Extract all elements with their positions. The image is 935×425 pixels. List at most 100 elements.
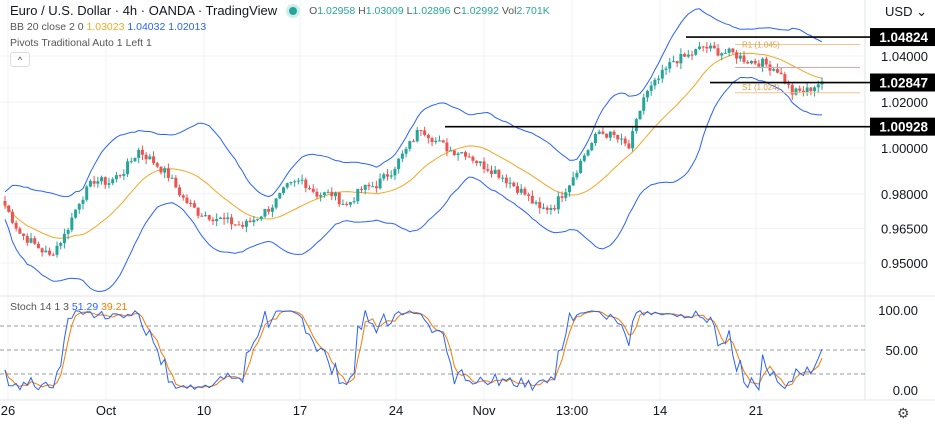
candle-body <box>683 53 687 57</box>
candle-body <box>152 156 156 164</box>
time-axis-label: 26 <box>1 403 15 418</box>
candle-body <box>25 235 29 243</box>
candle-body <box>419 130 423 132</box>
candle-body <box>813 87 817 92</box>
candle-body <box>29 238 33 243</box>
candle-body <box>356 188 360 202</box>
candle-body <box>22 233 26 236</box>
candle-body <box>100 177 104 182</box>
stoch-k-value: 51.29 <box>71 301 99 313</box>
candle-body <box>211 219 215 222</box>
stoch-legend[interactable]: Stoch 14 1 3 51.29 39.21 <box>10 301 127 313</box>
price-label-highlighted: 1.00928 <box>879 120 928 135</box>
candle-body <box>233 224 237 226</box>
bb-basis-line <box>4 52 823 239</box>
candle-body <box>196 207 200 216</box>
candle-body <box>686 54 690 57</box>
candle-body <box>716 48 720 56</box>
candle-body <box>36 243 40 249</box>
candle-body <box>575 173 579 178</box>
candle-body <box>783 74 787 84</box>
candle-body <box>103 177 107 185</box>
candle-body <box>597 131 601 134</box>
stoch-axis-label: 50.00 <box>885 343 918 358</box>
ohlc-readout: O1.02958 H1.03009 L1.02896 C1.02992 Vol2… <box>309 5 550 17</box>
candle-body <box>463 152 467 157</box>
bb-basis: 1.03023 <box>86 21 125 33</box>
candle-body <box>445 142 449 152</box>
candle-body <box>690 54 694 56</box>
candle-body <box>155 163 159 167</box>
time-axis-label: 21 <box>749 403 763 418</box>
candle-body <box>293 181 297 183</box>
stoch-k-line <box>4 310 823 392</box>
candle-body <box>285 183 289 188</box>
candle-body <box>322 192 326 195</box>
bb-legend[interactable]: BB 20 close 2 0 1.03023 1.04032 1.02013 <box>10 21 206 33</box>
candle-body <box>564 192 568 198</box>
candle-body <box>623 138 627 144</box>
candle-body <box>723 52 727 54</box>
candle-body <box>694 49 698 55</box>
candle-body <box>304 179 308 189</box>
candle-body <box>727 48 731 53</box>
candle-body <box>315 191 319 197</box>
price-axis-label: 0.95000 <box>881 256 928 271</box>
candle-body <box>779 72 783 75</box>
candle-body <box>7 205 11 212</box>
stoch-label: Stoch 14 1 3 <box>10 301 69 313</box>
candle-body <box>530 195 534 204</box>
candle-body <box>772 69 776 71</box>
candle-body <box>319 194 323 197</box>
candle-body <box>222 217 226 220</box>
vol-label: Vol <box>501 4 517 17</box>
candle-body <box>360 188 364 190</box>
candle-body <box>114 175 118 180</box>
candle-body <box>545 207 549 210</box>
candle-body <box>775 69 779 73</box>
bb-upper-line <box>4 8 823 198</box>
candles <box>3 41 824 258</box>
candle-body <box>148 156 152 160</box>
candle-body <box>66 229 70 234</box>
candle-body <box>434 140 438 143</box>
candle-body <box>590 143 594 151</box>
gear-icon[interactable]: ⚙ <box>897 405 910 421</box>
candle-body <box>426 135 430 139</box>
candle-body <box>174 177 178 188</box>
close-value: 1.02992 <box>460 4 499 17</box>
candle-body <box>62 233 66 244</box>
candle-body <box>471 156 475 161</box>
candle-body <box>126 161 130 175</box>
currency-selector[interactable]: USD ⌄ <box>885 4 927 20</box>
candle-body <box>475 160 479 164</box>
candle-body <box>742 55 746 62</box>
price-label-highlighted: 1.02847 <box>879 76 928 91</box>
candle-body <box>118 175 122 177</box>
candle-body <box>185 197 189 203</box>
candle-body <box>787 83 791 85</box>
price-axis-label: 0.98000 <box>881 187 928 202</box>
candle-body <box>296 180 300 182</box>
pivots-legend[interactable]: Pivots Traditional Auto 1 Left 1 <box>10 37 152 49</box>
candle-body <box>334 192 338 197</box>
pivot-s1-label: S1 (1.024) <box>742 83 780 92</box>
candle-body <box>493 169 497 174</box>
candle-body <box>649 85 653 91</box>
candle-body <box>593 133 597 144</box>
candle-body <box>553 207 557 210</box>
candle-body <box>345 203 349 205</box>
candle-body <box>720 53 724 56</box>
candle-body <box>92 181 96 184</box>
candle-body <box>267 209 271 212</box>
candle-body <box>437 140 441 142</box>
candle-body <box>486 169 490 171</box>
candle-body <box>204 215 208 217</box>
collapse-legend-button[interactable]: ^ <box>10 52 30 67</box>
stoch-axis-label: 100.00 <box>878 303 918 318</box>
candle-body <box>712 45 716 49</box>
candle-body <box>798 88 802 91</box>
time-axis-label: 24 <box>389 403 403 418</box>
